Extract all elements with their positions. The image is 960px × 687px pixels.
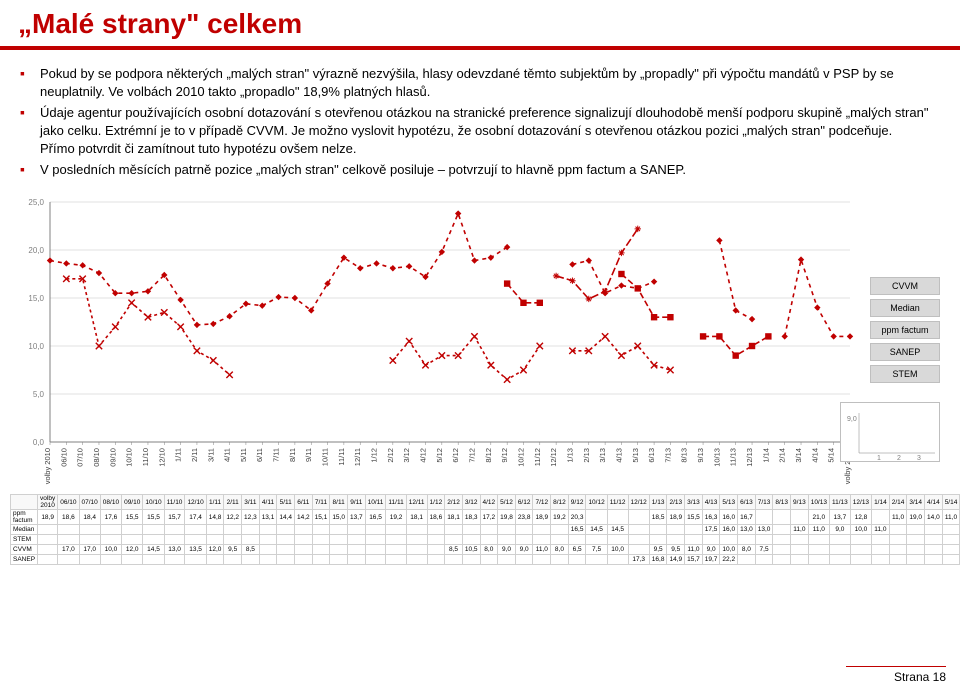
svg-text:1/12: 1/12: [370, 448, 379, 463]
svg-text:2/12: 2/12: [386, 448, 395, 463]
svg-text:3/13: 3/13: [598, 448, 607, 463]
svg-text:9/11: 9/11: [304, 448, 313, 462]
legend-ppm: ppm factum: [870, 321, 940, 339]
svg-text:8/12: 8/12: [484, 448, 493, 463]
svg-text:2: 2: [897, 455, 901, 462]
svg-text:4/12: 4/12: [419, 448, 428, 463]
svg-text:2/11: 2/11: [190, 448, 199, 462]
svg-text:7/12: 7/12: [467, 448, 476, 463]
bullet-list: Pokud by se podpora některých „malých st…: [40, 64, 930, 179]
svg-text:2/13: 2/13: [582, 448, 591, 463]
svg-text:9/13: 9/13: [696, 448, 705, 463]
svg-text:9/12: 9/12: [500, 448, 509, 463]
svg-text:4/11: 4/11: [223, 448, 232, 462]
svg-text:12/12: 12/12: [549, 448, 558, 467]
svg-text:09/10: 09/10: [108, 448, 117, 467]
svg-text:9,0: 9,0: [847, 416, 857, 423]
svg-text:3: 3: [917, 455, 921, 462]
svg-text:12/13: 12/13: [745, 448, 754, 467]
svg-text:11/12: 11/12: [533, 448, 542, 466]
svg-text:15,0: 15,0: [28, 294, 44, 303]
svg-text:10/11: 10/11: [321, 448, 330, 466]
legend-sanep: SANEP: [870, 343, 940, 361]
svg-text:10/10: 10/10: [125, 448, 134, 467]
svg-text:10,0: 10,0: [28, 342, 44, 351]
svg-text:4/13: 4/13: [614, 448, 623, 463]
svg-text:11/11: 11/11: [337, 448, 346, 466]
svg-text:08/10: 08/10: [92, 448, 101, 467]
svg-text:0,0: 0,0: [33, 438, 45, 447]
svg-text:5/13: 5/13: [631, 448, 640, 463]
svg-text:20,0: 20,0: [28, 246, 44, 255]
bullet-item: Pokud by se podpora některých „malých st…: [40, 64, 930, 100]
svg-text:8/11: 8/11: [288, 448, 297, 462]
title-bar: „Malé strany" celkem: [0, 0, 960, 54]
body-text: Pokud by se podpora některých „malých st…: [0, 54, 960, 188]
chart-container: 0,0 5,0 10,0 15,0 20,0 25,0 volby 2010 06/10 07/…: [10, 192, 950, 492]
svg-text:1: 1: [877, 455, 881, 462]
line-chart: 0,0 5,0 10,0 15,0 20,0 25,0 volby 2010 06/10 07/…: [10, 192, 950, 492]
chart-legend: CVVM Median ppm factum SANEP STEM: [870, 277, 940, 383]
svg-text:11/10: 11/10: [141, 448, 150, 466]
svg-text:12/11: 12/11: [353, 448, 362, 466]
legend-cvvm: CVVM: [870, 277, 940, 295]
svg-text:3/11: 3/11: [206, 448, 215, 462]
svg-text:1/11: 1/11: [174, 448, 183, 462]
chart-inset: 9,0 1 2 3: [840, 402, 940, 462]
svg-text:5,0: 5,0: [33, 390, 45, 399]
footer-line: [846, 666, 946, 667]
svg-text:11/13: 11/13: [729, 448, 738, 466]
svg-text:7/13: 7/13: [663, 448, 672, 463]
svg-text:4/14: 4/14: [810, 448, 819, 463]
legend-median: Median: [870, 299, 940, 317]
page-title: „Malé strany" celkem: [18, 8, 960, 40]
svg-text:10/12: 10/12: [516, 448, 525, 467]
svg-text:8/13: 8/13: [680, 448, 689, 463]
svg-text:2/14: 2/14: [778, 448, 787, 463]
svg-text:25,0: 25,0: [28, 198, 44, 207]
svg-text:7/11: 7/11: [272, 448, 281, 462]
svg-text:volby 2010: volby 2010: [43, 448, 52, 484]
bullet-item: V posledních měsících patrně pozice „mal…: [40, 160, 930, 179]
svg-text:1/13: 1/13: [565, 448, 574, 463]
svg-text:3/12: 3/12: [402, 448, 411, 463]
svg-text:1/14: 1/14: [761, 448, 770, 463]
svg-text:10/13: 10/13: [712, 448, 721, 467]
svg-text:6/12: 6/12: [451, 448, 460, 463]
svg-text:6/11: 6/11: [255, 448, 264, 462]
svg-text:3/14: 3/14: [794, 448, 803, 463]
svg-text:5/12: 5/12: [435, 448, 444, 463]
svg-text:5/11: 5/11: [239, 448, 248, 462]
title-underline: [0, 46, 960, 50]
legend-stem: STEM: [870, 365, 940, 383]
data-table: volby 201006/1007/1008/1009/1010/1011/10…: [10, 494, 960, 565]
svg-text:5/14: 5/14: [827, 448, 836, 463]
bullet-item: Údaje agentur používajících osobní dotaz…: [40, 103, 930, 157]
svg-text:07/10: 07/10: [76, 448, 85, 467]
svg-text:6/13: 6/13: [647, 448, 656, 463]
page-number: Strana 18: [894, 670, 946, 684]
svg-text:12/10: 12/10: [157, 448, 166, 467]
svg-text:06/10: 06/10: [59, 448, 68, 467]
